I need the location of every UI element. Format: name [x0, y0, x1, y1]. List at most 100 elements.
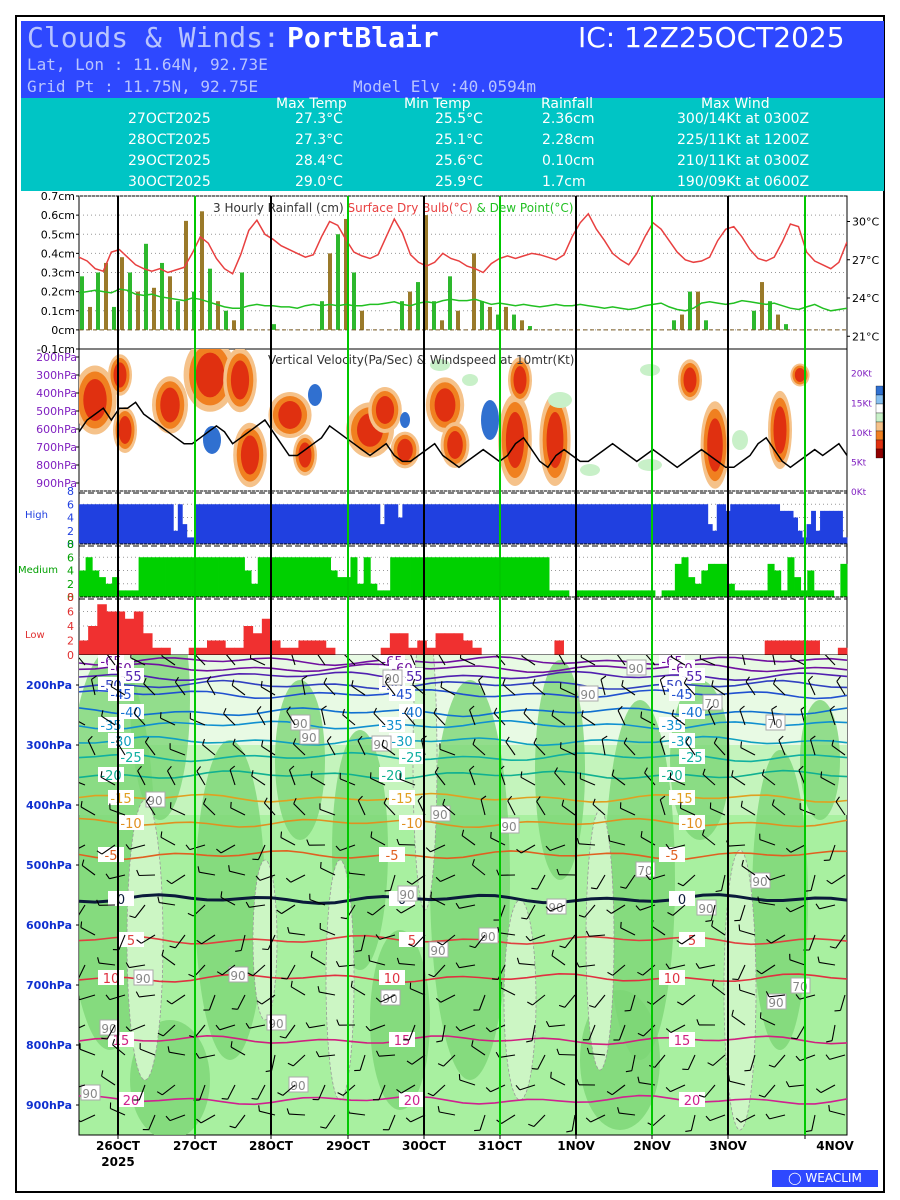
isotherm-line: [79, 735, 847, 747]
wind-barb-flag: [455, 1026, 461, 1032]
isotherm-label: -15: [110, 792, 131, 807]
low_cloud-bar: [97, 604, 107, 655]
wind-barb-flag: [287, 926, 290, 934]
grid-point: Grid Pt : 11.75N, 92.75E: [27, 77, 259, 96]
medium_cloud-tick-label: 6: [67, 551, 74, 564]
vv-blob-inner: [397, 438, 413, 462]
isotherm-label: -25: [681, 751, 702, 766]
wind-barb-flag: [187, 912, 194, 917]
wind-barb-flag: [551, 709, 555, 716]
wind-barb: [769, 994, 786, 998]
wind-barb: [799, 808, 816, 816]
wind-barb: [137, 770, 146, 786]
humidity-label: 90: [752, 875, 767, 889]
summary-min_temp-0: 25.5°C: [435, 111, 483, 127]
wind-barb: [625, 874, 636, 889]
wind-barb: [611, 1084, 626, 1096]
wind-barb: [400, 904, 416, 914]
wind-barb: [592, 803, 606, 816]
medium_cloud-bar: [595, 590, 603, 597]
isotherm-label-bg: [669, 790, 695, 805]
high_cloud-bar: [608, 504, 614, 544]
wind-barb: [645, 655, 656, 666]
high_cloud-bar: [312, 504, 318, 544]
wind-barb-flag: [497, 926, 500, 933]
wind-barb-flag: [528, 1123, 535, 1128]
wind-barb-flag: [202, 798, 207, 805]
wind-barb-flag: [305, 1022, 310, 1028]
wind-barb-flag: [829, 705, 835, 711]
medium_cloud-bar: [489, 557, 497, 597]
medium_cloud-bar: [158, 557, 166, 597]
wind-barb: [670, 1024, 686, 1033]
wind-barb-flag: [765, 875, 771, 881]
humidity-label-bg: [371, 735, 392, 752]
humidity-label-bg: [696, 899, 717, 916]
wind-barb-flag: [559, 742, 562, 749]
medium_cloud-bar: [628, 590, 636, 597]
isotherm-label: 10: [664, 972, 681, 987]
medium_cloud-bar: [522, 557, 530, 597]
wind-barb-flag: [433, 707, 437, 714]
medium_cloud-bar: [337, 577, 345, 597]
wind-barb: [99, 962, 116, 966]
wind-barb: [829, 1054, 846, 1060]
isotherm-label-bg: [108, 891, 134, 906]
wind-barb: [681, 934, 696, 945]
humidity-label-bg: [397, 885, 418, 902]
wind-barb-flag: [791, 1037, 798, 1040]
high_cloud-bar: [276, 504, 282, 544]
wind-barb: [378, 1084, 386, 1101]
wind-barb-flag: [261, 740, 264, 747]
high_cloud-bar: [263, 504, 269, 544]
isotherm-label: -45: [391, 688, 412, 703]
high_cloud-bar: [703, 504, 709, 544]
rain-tick-label: 0.4cm: [41, 247, 75, 260]
medium_cloud-bar: [171, 557, 179, 597]
wind-barb: [80, 806, 96, 816]
wind-barb-flag: [825, 1054, 831, 1060]
high_cloud-bar: [465, 504, 471, 544]
wind-barb: [769, 1114, 786, 1120]
medium_cloud-bar: [264, 557, 272, 597]
wind-barb: [408, 1024, 416, 1041]
isotherm-label-bg: [659, 847, 685, 862]
wind-barb-flag: [174, 676, 179, 683]
wind-barb: [526, 904, 536, 920]
wind-barb: [745, 681, 756, 696]
wind-barb: [670, 656, 686, 666]
wind-barb-flag: [795, 1055, 801, 1061]
wind-barb-flag: [165, 1115, 171, 1121]
wind-barb-flag: [405, 1117, 411, 1123]
wind-barb-flag: [527, 1001, 533, 1006]
wind-barb-flag: [66, 848, 71, 852]
wind-barb-flag: [196, 939, 202, 945]
wind-barb: [317, 655, 326, 666]
wind-barb: [281, 904, 296, 915]
wind-barb-flag: [532, 678, 536, 685]
wind-barb: [580, 778, 596, 786]
wind-barb-flag: [206, 676, 212, 682]
isotherm-label-bg: [108, 1032, 134, 1047]
high_cloud-bar: [577, 504, 583, 544]
wind-barb: [520, 776, 536, 786]
wind-barb-flag: [556, 868, 560, 875]
wind-barb: [384, 681, 396, 696]
wind-barb-flag: [110, 680, 113, 687]
wind-barb: [196, 770, 206, 786]
humidity-label: 90: [382, 992, 397, 1006]
wind-barb: [291, 655, 296, 666]
rain-bar: [232, 320, 236, 330]
wind-barb-flag: [707, 1062, 714, 1066]
wind-barb: [370, 836, 386, 846]
humidity-label: 90: [628, 662, 643, 676]
medium_cloud-bar: [582, 590, 590, 597]
wind-barb-flag: [601, 735, 608, 740]
high_cloud-bar: [559, 504, 565, 544]
wind-barb: [310, 776, 326, 786]
low_cloud-bar: [307, 640, 318, 655]
isotherm-label-bg: [679, 1092, 705, 1107]
vv-speed-label: 10Kt: [851, 429, 872, 439]
rain-bar: [208, 268, 212, 330]
high_cloud-bar: [285, 504, 291, 544]
